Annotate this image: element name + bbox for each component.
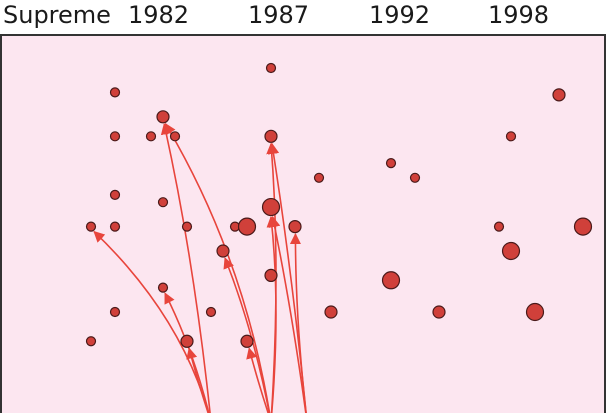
case-node[interactable] bbox=[240, 334, 254, 348]
case-node[interactable] bbox=[265, 62, 277, 74]
case-node[interactable] bbox=[381, 271, 401, 290]
citation-edge bbox=[246, 347, 269, 413]
plot-area bbox=[0, 34, 606, 413]
court-label: Supreme bbox=[3, 1, 111, 29]
case-node[interactable] bbox=[324, 305, 338, 319]
citation-edge bbox=[223, 257, 271, 413]
case-node[interactable] bbox=[157, 197, 169, 208]
case-node[interactable] bbox=[501, 241, 521, 261]
case-node[interactable] bbox=[205, 306, 217, 318]
case-node[interactable] bbox=[573, 217, 593, 236]
case-node[interactable] bbox=[181, 221, 193, 232]
citation-edge bbox=[267, 142, 307, 413]
case-node[interactable] bbox=[552, 88, 566, 102]
citation-edge bbox=[269, 215, 307, 413]
case-node[interactable] bbox=[264, 268, 278, 282]
year-label: 1998 bbox=[488, 1, 550, 29]
citation-network-plot bbox=[0, 34, 606, 413]
citation-edge bbox=[266, 215, 278, 413]
case-node[interactable] bbox=[385, 158, 397, 169]
citation-edge bbox=[160, 123, 211, 413]
nodes-layer bbox=[85, 62, 593, 348]
year-label: 1992 bbox=[369, 1, 431, 29]
case-node[interactable] bbox=[109, 189, 121, 200]
case-node[interactable] bbox=[109, 221, 121, 232]
case-node[interactable] bbox=[109, 131, 121, 142]
case-node[interactable] bbox=[145, 131, 157, 142]
case-node[interactable] bbox=[493, 221, 505, 232]
year-label: 1982 bbox=[128, 1, 190, 29]
case-node[interactable] bbox=[525, 302, 545, 322]
case-node[interactable] bbox=[85, 221, 97, 232]
case-node[interactable] bbox=[180, 334, 194, 348]
case-node[interactable] bbox=[157, 282, 169, 293]
case-node[interactable] bbox=[264, 129, 278, 143]
case-node[interactable] bbox=[156, 110, 170, 124]
case-node[interactable] bbox=[288, 220, 302, 234]
case-node[interactable] bbox=[216, 244, 230, 258]
year-label: 1987 bbox=[248, 1, 310, 29]
case-node[interactable] bbox=[109, 306, 121, 318]
case-node[interactable] bbox=[85, 336, 97, 347]
case-node[interactable] bbox=[237, 217, 257, 236]
edges-layer bbox=[93, 122, 307, 413]
citation-edge bbox=[186, 347, 209, 413]
case-node[interactable] bbox=[432, 305, 446, 319]
case-node[interactable] bbox=[505, 131, 517, 142]
header: Supreme 1982 1987 1992 1998 bbox=[0, 0, 606, 34]
case-node[interactable] bbox=[409, 172, 421, 183]
case-node[interactable] bbox=[169, 131, 181, 142]
case-node[interactable] bbox=[109, 87, 121, 98]
case-node[interactable] bbox=[261, 197, 281, 217]
case-node[interactable] bbox=[313, 172, 325, 183]
